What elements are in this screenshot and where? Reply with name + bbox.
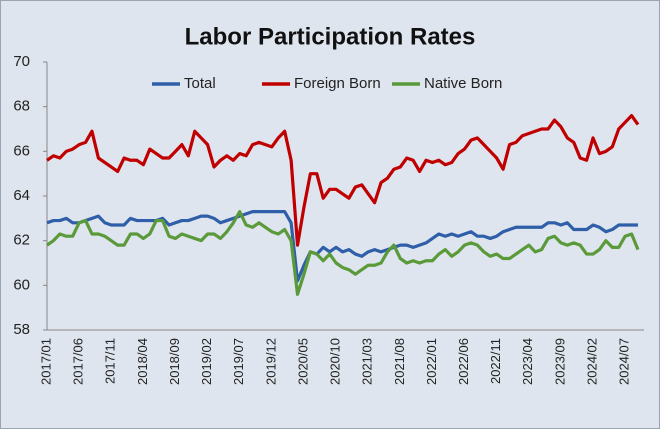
x-tick-label: 2023/04 (520, 338, 535, 385)
x-tick-label: 2019/02 (199, 338, 214, 385)
x-tick-label: 2019/12 (263, 338, 278, 385)
x-tick-label: 2017/01 (38, 338, 53, 385)
x-tick-label: 2022/11 (488, 338, 503, 384)
x-tick-label: 2018/09 (167, 338, 182, 385)
y-tick-label: 70 (13, 53, 30, 70)
x-tick-label: 2022/01 (424, 338, 439, 385)
legend-label: Foreign Born (294, 75, 381, 92)
chart-title: Labor Participation Rates (185, 23, 476, 50)
legend-label: Native Born (424, 75, 502, 92)
y-tick-label: 64 (13, 187, 30, 204)
y-tick-label: 58 (13, 321, 30, 338)
x-tick-label: 2020/10 (328, 338, 343, 385)
x-tick-label: 2018/04 (135, 338, 150, 385)
x-tick-label: 2021/08 (392, 338, 407, 385)
series-line (46, 114, 640, 247)
series-line (46, 210, 638, 283)
x-tick-label: 2017/06 (71, 338, 86, 385)
x-tick-label: 2024/07 (617, 338, 632, 385)
y-tick-label: 66 (13, 142, 30, 159)
x-tick-label: 2020/05 (295, 338, 310, 385)
y-tick-label: 60 (13, 276, 30, 293)
legend-label: Total (184, 75, 216, 92)
x-tick-label: 2019/07 (231, 338, 246, 385)
x-tick-label: 2021/03 (360, 338, 375, 385)
x-tick-label: 2024/02 (584, 338, 599, 385)
y-tick-label: 62 (13, 232, 30, 249)
x-tick-label: 2023/09 (552, 338, 567, 385)
series-line (46, 210, 640, 296)
x-tick-label: 2017/11 (103, 338, 118, 384)
y-tick-label: 68 (13, 98, 30, 115)
x-tick-label: 2022/06 (456, 338, 471, 385)
